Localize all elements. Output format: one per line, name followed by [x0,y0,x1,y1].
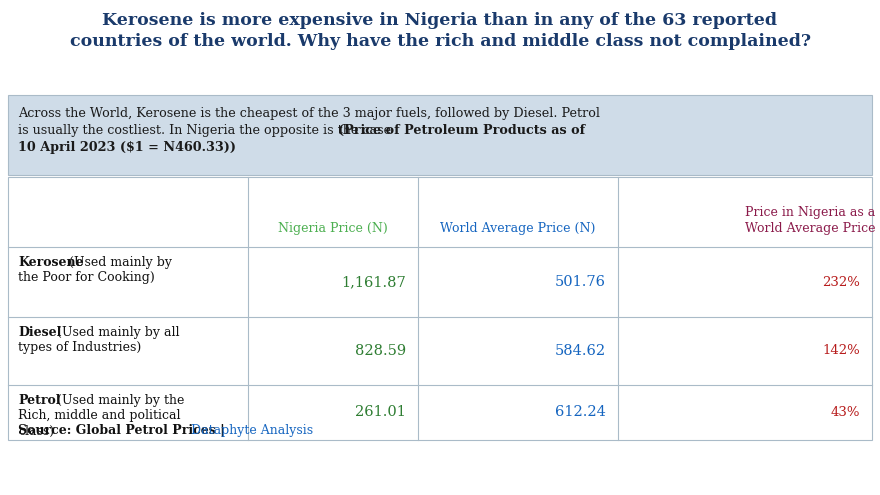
Text: Rich, middle and political: Rich, middle and political [18,409,180,423]
Text: Diesel: Diesel [18,326,62,339]
Text: World Average Price (N): World Average Price (N) [440,222,596,235]
Text: Across the World, Kerosene is the cheapest of the 3 major fuels, followed by Die: Across the World, Kerosene is the cheape… [18,107,600,120]
Text: (Price of Petroleum Products as of: (Price of Petroleum Products as of [338,124,585,137]
Bar [8,177,872,440]
Text: types of Industries): types of Industries) [18,342,142,354]
Text: Dataphyte Analysis: Dataphyte Analysis [191,424,313,437]
Text: class): class) [18,425,55,438]
Text: 828.59: 828.59 [355,344,406,358]
Text: Price in Nigeria as a % of: Price in Nigeria as a % of [745,206,880,219]
Text: countries of the world. Why have the rich and middle class not complained?: countries of the world. Why have the ric… [70,33,810,50]
Text: Nigeria Price (N): Nigeria Price (N) [278,222,388,235]
Text: (Used mainly by the: (Used mainly by the [54,394,185,407]
Bar [8,95,872,175]
Text: 43%: 43% [831,406,860,419]
Text: the Poor for Cooking): the Poor for Cooking) [18,271,155,285]
Text: Kerosene is more expensive in Nigeria than in any of the 63 reported: Kerosene is more expensive in Nigeria th… [102,12,778,29]
Text: Kerosene: Kerosene [18,256,84,269]
Text: 232%: 232% [822,276,860,289]
Text: 1,161.87: 1,161.87 [341,275,406,289]
Text: Source: Global Petrol Prices |: Source: Global Petrol Prices | [18,424,229,437]
Text: (Used mainly by: (Used mainly by [65,256,172,269]
Text: 584.62: 584.62 [555,344,606,358]
Text: 10 April 2023 ($1 = N460.33)): 10 April 2023 ($1 = N460.33)) [18,141,236,154]
Text: 612.24: 612.24 [555,405,606,419]
Text: Petrol: Petrol [18,394,61,407]
Text: is usually the costliest. In Nigeria the opposite is the case: is usually the costliest. In Nigeria the… [18,124,395,137]
Text: 142%: 142% [822,345,860,357]
Text: 501.76: 501.76 [555,275,606,289]
Text: 261.01: 261.01 [356,405,406,419]
Text: (Used mainly by all: (Used mainly by all [54,326,180,339]
Text: World Average Price: World Average Price [745,222,876,235]
